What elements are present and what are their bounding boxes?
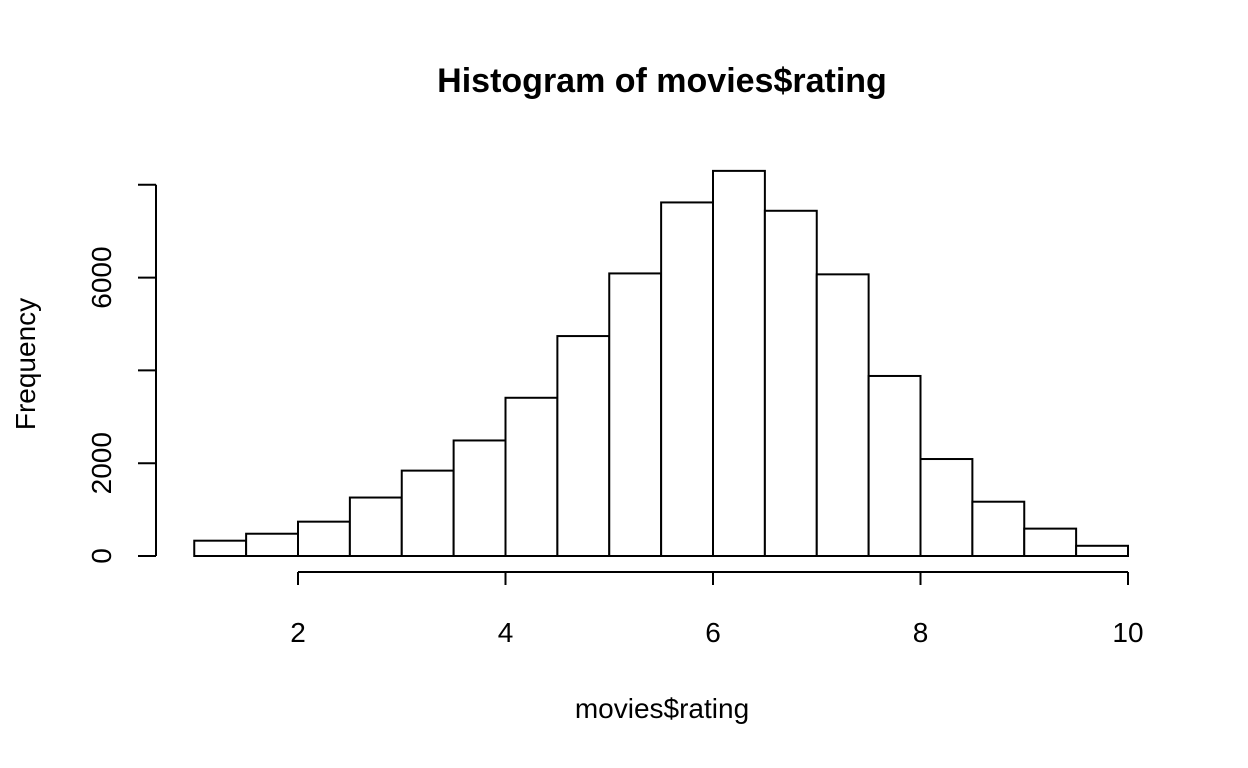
histogram-bar <box>297 520 351 557</box>
bars-group <box>193 169 1129 558</box>
histogram-bar <box>815 273 870 557</box>
y-axis-label: Frequency <box>10 298 41 430</box>
x-tick-label: 8 <box>913 617 929 648</box>
histogram-bar <box>452 439 507 557</box>
x-axis: 2 4 6 8 10 <box>290 571 1144 648</box>
y-tick-label: 6000 <box>86 246 117 308</box>
chart-title: Histogram of movies$rating <box>437 62 887 100</box>
histogram-bar <box>400 469 455 557</box>
y-tick-label: 2000 <box>86 432 117 494</box>
histogram-bar <box>971 500 1026 558</box>
histogram-bar <box>556 335 611 557</box>
histogram-bar <box>504 396 559 557</box>
x-tick-label: 4 <box>498 617 514 648</box>
x-tick-label: 2 <box>290 617 306 648</box>
histogram-bar <box>867 374 922 557</box>
histogram-bar <box>245 532 299 558</box>
histogram-bar <box>348 496 403 558</box>
histogram-bar <box>1023 527 1078 558</box>
histogram-bar <box>1075 544 1129 557</box>
y-tick-label: 0 <box>86 548 117 564</box>
x-tick-label: 10 <box>1112 617 1143 648</box>
histogram-bar <box>660 201 714 557</box>
histogram-bar <box>763 209 818 557</box>
histogram-bar <box>712 169 766 557</box>
histogram-bar <box>193 539 248 557</box>
histogram-bar <box>608 272 663 557</box>
x-axis-label: movies$rating <box>575 693 749 724</box>
y-axis: 0 2000 6000 <box>86 183 157 564</box>
histogram-bar <box>919 458 974 557</box>
x-tick-label: 6 <box>705 617 721 648</box>
